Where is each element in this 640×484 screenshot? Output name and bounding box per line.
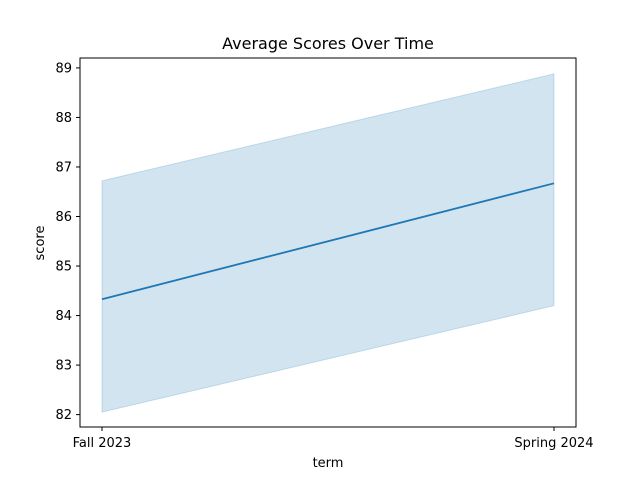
confidence-band-0 xyxy=(101,73,555,413)
plot-frame xyxy=(79,57,577,428)
y-tick-label: 88 xyxy=(55,111,72,126)
y-tick-label: 84 xyxy=(55,309,72,324)
y-axis-ticks: 82 83 84 85 86 87 88 89 xyxy=(55,61,80,423)
x-tick-label: Fall 2023 xyxy=(73,436,132,451)
series-line-layer xyxy=(101,182,555,301)
y-tick-label: 89 xyxy=(55,61,72,76)
x-axis-ticks: Fall 2023 Spring 2024 xyxy=(73,427,594,451)
y-tick-label: 82 xyxy=(55,408,72,423)
y-tick-label: 85 xyxy=(55,260,72,275)
series-line-0 xyxy=(101,182,555,301)
confidence-band-layer xyxy=(101,73,555,413)
y-tick-label: 83 xyxy=(55,359,72,374)
y-tick-label: 86 xyxy=(55,210,72,225)
x-axis-label: term xyxy=(313,456,344,471)
y-axis-label: score xyxy=(33,226,48,261)
x-tick-label: Spring 2024 xyxy=(514,436,593,451)
chart-title: Average Scores Over Time xyxy=(222,34,434,53)
y-tick-label: 87 xyxy=(55,160,72,175)
